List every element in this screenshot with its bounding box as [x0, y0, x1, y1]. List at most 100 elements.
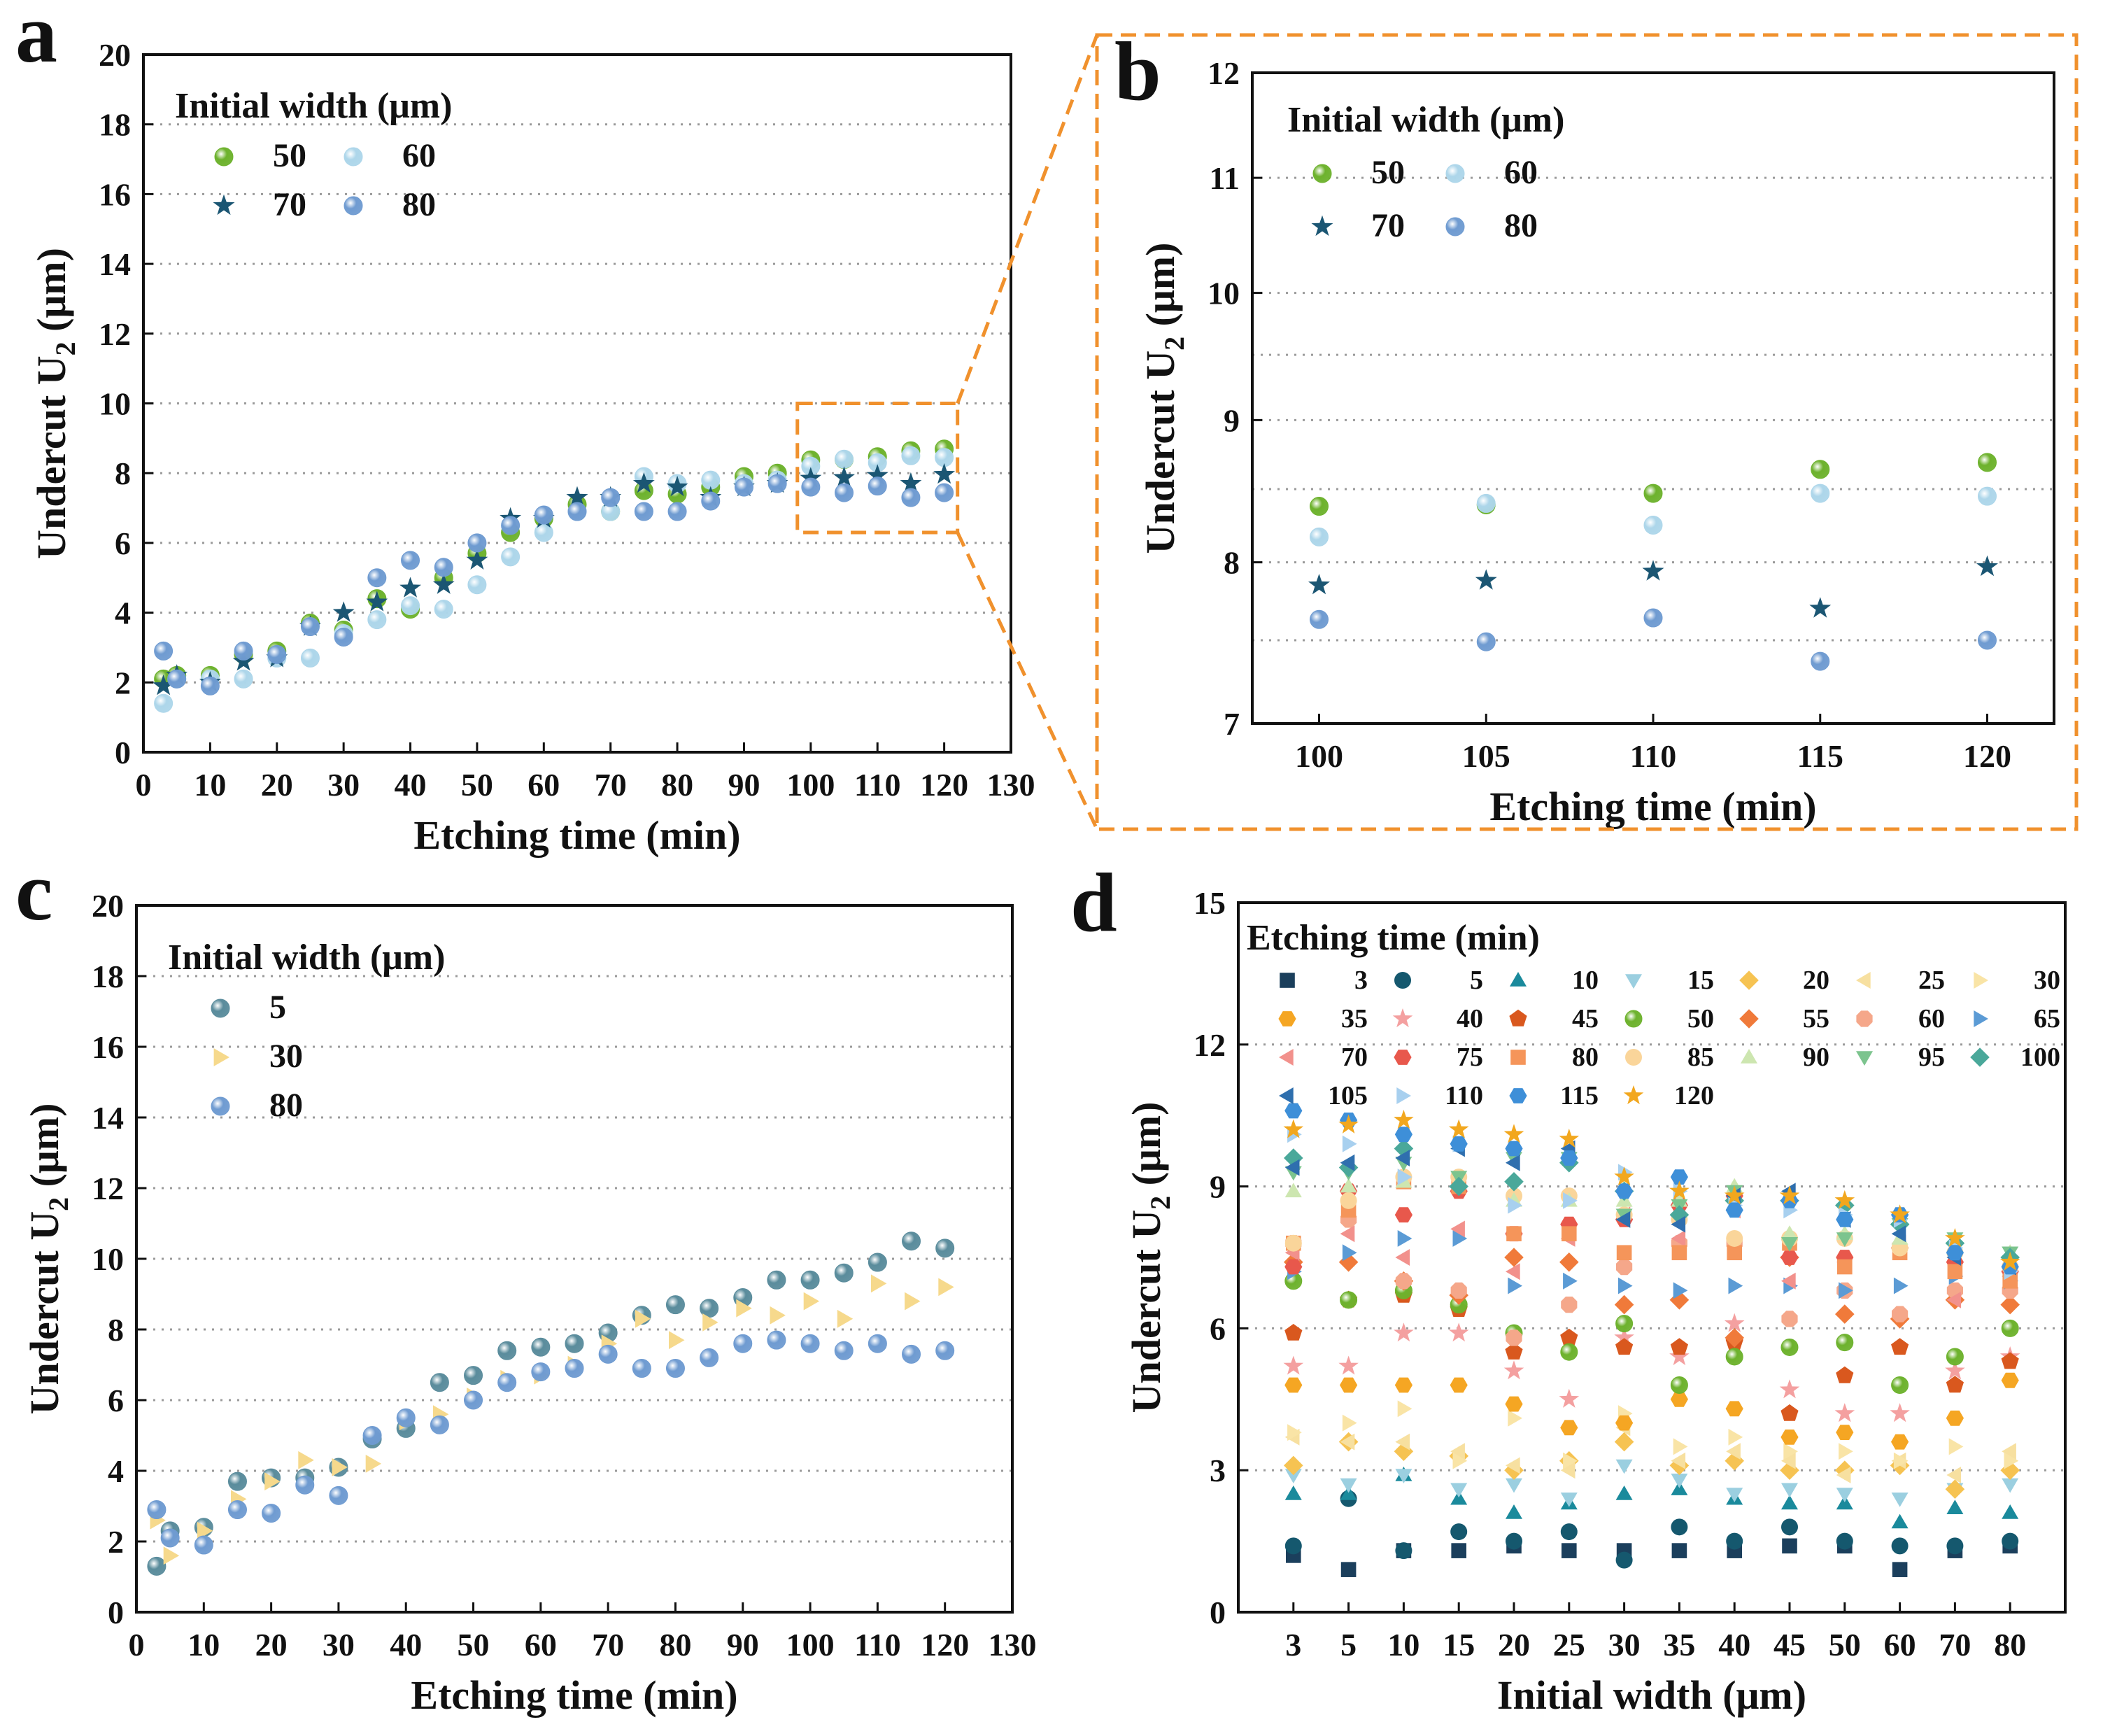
legend-marker [1974, 972, 1988, 989]
data-point [901, 488, 921, 507]
data-point [434, 600, 453, 619]
x-axis-title: Etching time (min) [413, 812, 740, 858]
data-point [1946, 1376, 1964, 1393]
data-point [1976, 555, 1998, 577]
y-tick-label: 8 [108, 1312, 124, 1348]
data-point [905, 1292, 921, 1311]
y-tick-label: 20 [92, 888, 124, 924]
data-point [147, 1556, 167, 1576]
data-point [1614, 1432, 1634, 1452]
data-point [1342, 1244, 1357, 1262]
data-point [1397, 1169, 1412, 1185]
panel-c: c 0 2 4 6 8 10 12 14 16 18 20 0 10 20 30 40 50 60 70 80 90 100… [15, 845, 1037, 1718]
data-point [1559, 1252, 1579, 1272]
data-point [365, 1455, 382, 1473]
legend-marker [211, 998, 230, 1018]
data-point [367, 568, 387, 588]
data-point [2002, 1504, 2019, 1519]
data-point [767, 474, 787, 493]
data-point [1505, 1141, 1523, 1157]
data-point [366, 591, 388, 612]
data-point [1508, 1409, 1522, 1427]
data-point [1452, 1452, 1468, 1469]
data-point [1506, 1478, 1522, 1493]
data-point [1475, 569, 1497, 590]
y-axis-title: Undercut U2 (μm) [22, 1103, 74, 1415]
data-point [702, 1313, 718, 1332]
legend-label: 65 [2034, 1004, 2060, 1033]
legend-label: 95 [1918, 1043, 1945, 1072]
y-tick-label: 10 [1208, 276, 1240, 311]
data-point [1310, 609, 1329, 629]
legend-title: Initial width (μm) [1287, 100, 1564, 140]
data-point [1945, 1360, 1965, 1380]
data-point [1394, 1441, 1414, 1461]
legend-label: 80 [1572, 1043, 1599, 1072]
data-point [497, 1373, 517, 1392]
x-tick-label: 10 [187, 1627, 220, 1663]
legend-label: 85 [1687, 1043, 1714, 1072]
legend-title: Etching time (min) [1247, 918, 1540, 958]
data-point [1642, 560, 1664, 581]
y-axis-title-main: Undercut U [22, 1211, 67, 1415]
x-tick-label: 40 [1718, 1627, 1750, 1663]
y-tick-label: 6 [1210, 1311, 1226, 1346]
y-axis-title: Undercut U2 (μm) [1138, 243, 1190, 554]
x-tick-label: 120 [920, 767, 968, 803]
data-point [665, 1359, 685, 1378]
data-points [1283, 1103, 2020, 1577]
data-point [601, 488, 621, 507]
data-point [1670, 1338, 1688, 1355]
x-tick-label: 50 [1829, 1627, 1861, 1663]
data-point [1834, 1403, 1855, 1423]
data-point [1614, 1166, 1634, 1186]
legend: Initial width (μm) 50 60 70 80 [1287, 100, 1564, 244]
data-point [700, 1348, 719, 1367]
legend-label: 15 [1687, 966, 1714, 995]
legend-marker [1445, 164, 1465, 183]
data-point [1726, 1488, 1743, 1502]
data-point [1671, 1518, 1688, 1536]
legend-marker [211, 1096, 230, 1116]
data-point [1450, 1220, 1465, 1238]
data-point [1725, 1401, 1743, 1417]
data-point [1560, 1420, 1578, 1436]
data-point [1563, 1192, 1578, 1209]
legend-marker [1509, 1088, 1527, 1103]
x-tick-label: 100 [786, 1627, 835, 1663]
legend-marker [1312, 164, 1332, 183]
data-point [1615, 1183, 1634, 1199]
data-point [264, 1472, 281, 1491]
plot-frame [1237, 901, 2067, 1614]
panel-letter: b [1114, 24, 1161, 118]
data-point [234, 641, 253, 661]
data-point [362, 1426, 382, 1445]
legend-marker [1623, 1085, 1644, 1105]
data-point [1839, 1443, 1853, 1460]
data-point [2004, 1452, 2019, 1469]
data-point [868, 1252, 887, 1272]
legend-label: 5 [1470, 966, 1483, 995]
x-tick-label: 3 [1285, 1627, 1301, 1663]
x-tick-label: 105 [1462, 738, 1510, 774]
data-point [1284, 1377, 1303, 1393]
data-point [1781, 1225, 1798, 1240]
data-point [1450, 1483, 1468, 1498]
data-point [1310, 497, 1329, 516]
data-point [2001, 1372, 2019, 1388]
data-point [635, 1309, 651, 1328]
y-tick-label: 18 [99, 107, 131, 143]
data-point [1284, 1469, 1302, 1483]
data-point [935, 1341, 955, 1360]
data-point [1836, 1425, 1854, 1440]
y-tick-label: 0 [1210, 1595, 1226, 1630]
data-point [1643, 516, 1663, 535]
data-point [154, 693, 174, 713]
legend-label: 80 [1504, 207, 1538, 244]
data-point [1779, 1185, 1800, 1205]
data-point [401, 596, 420, 616]
x-tick-label: 40 [390, 1627, 422, 1663]
data-point [1560, 1462, 1576, 1479]
y-axis-title-unit: (μm) [1124, 1102, 1169, 1196]
data-point [1560, 1523, 1578, 1541]
